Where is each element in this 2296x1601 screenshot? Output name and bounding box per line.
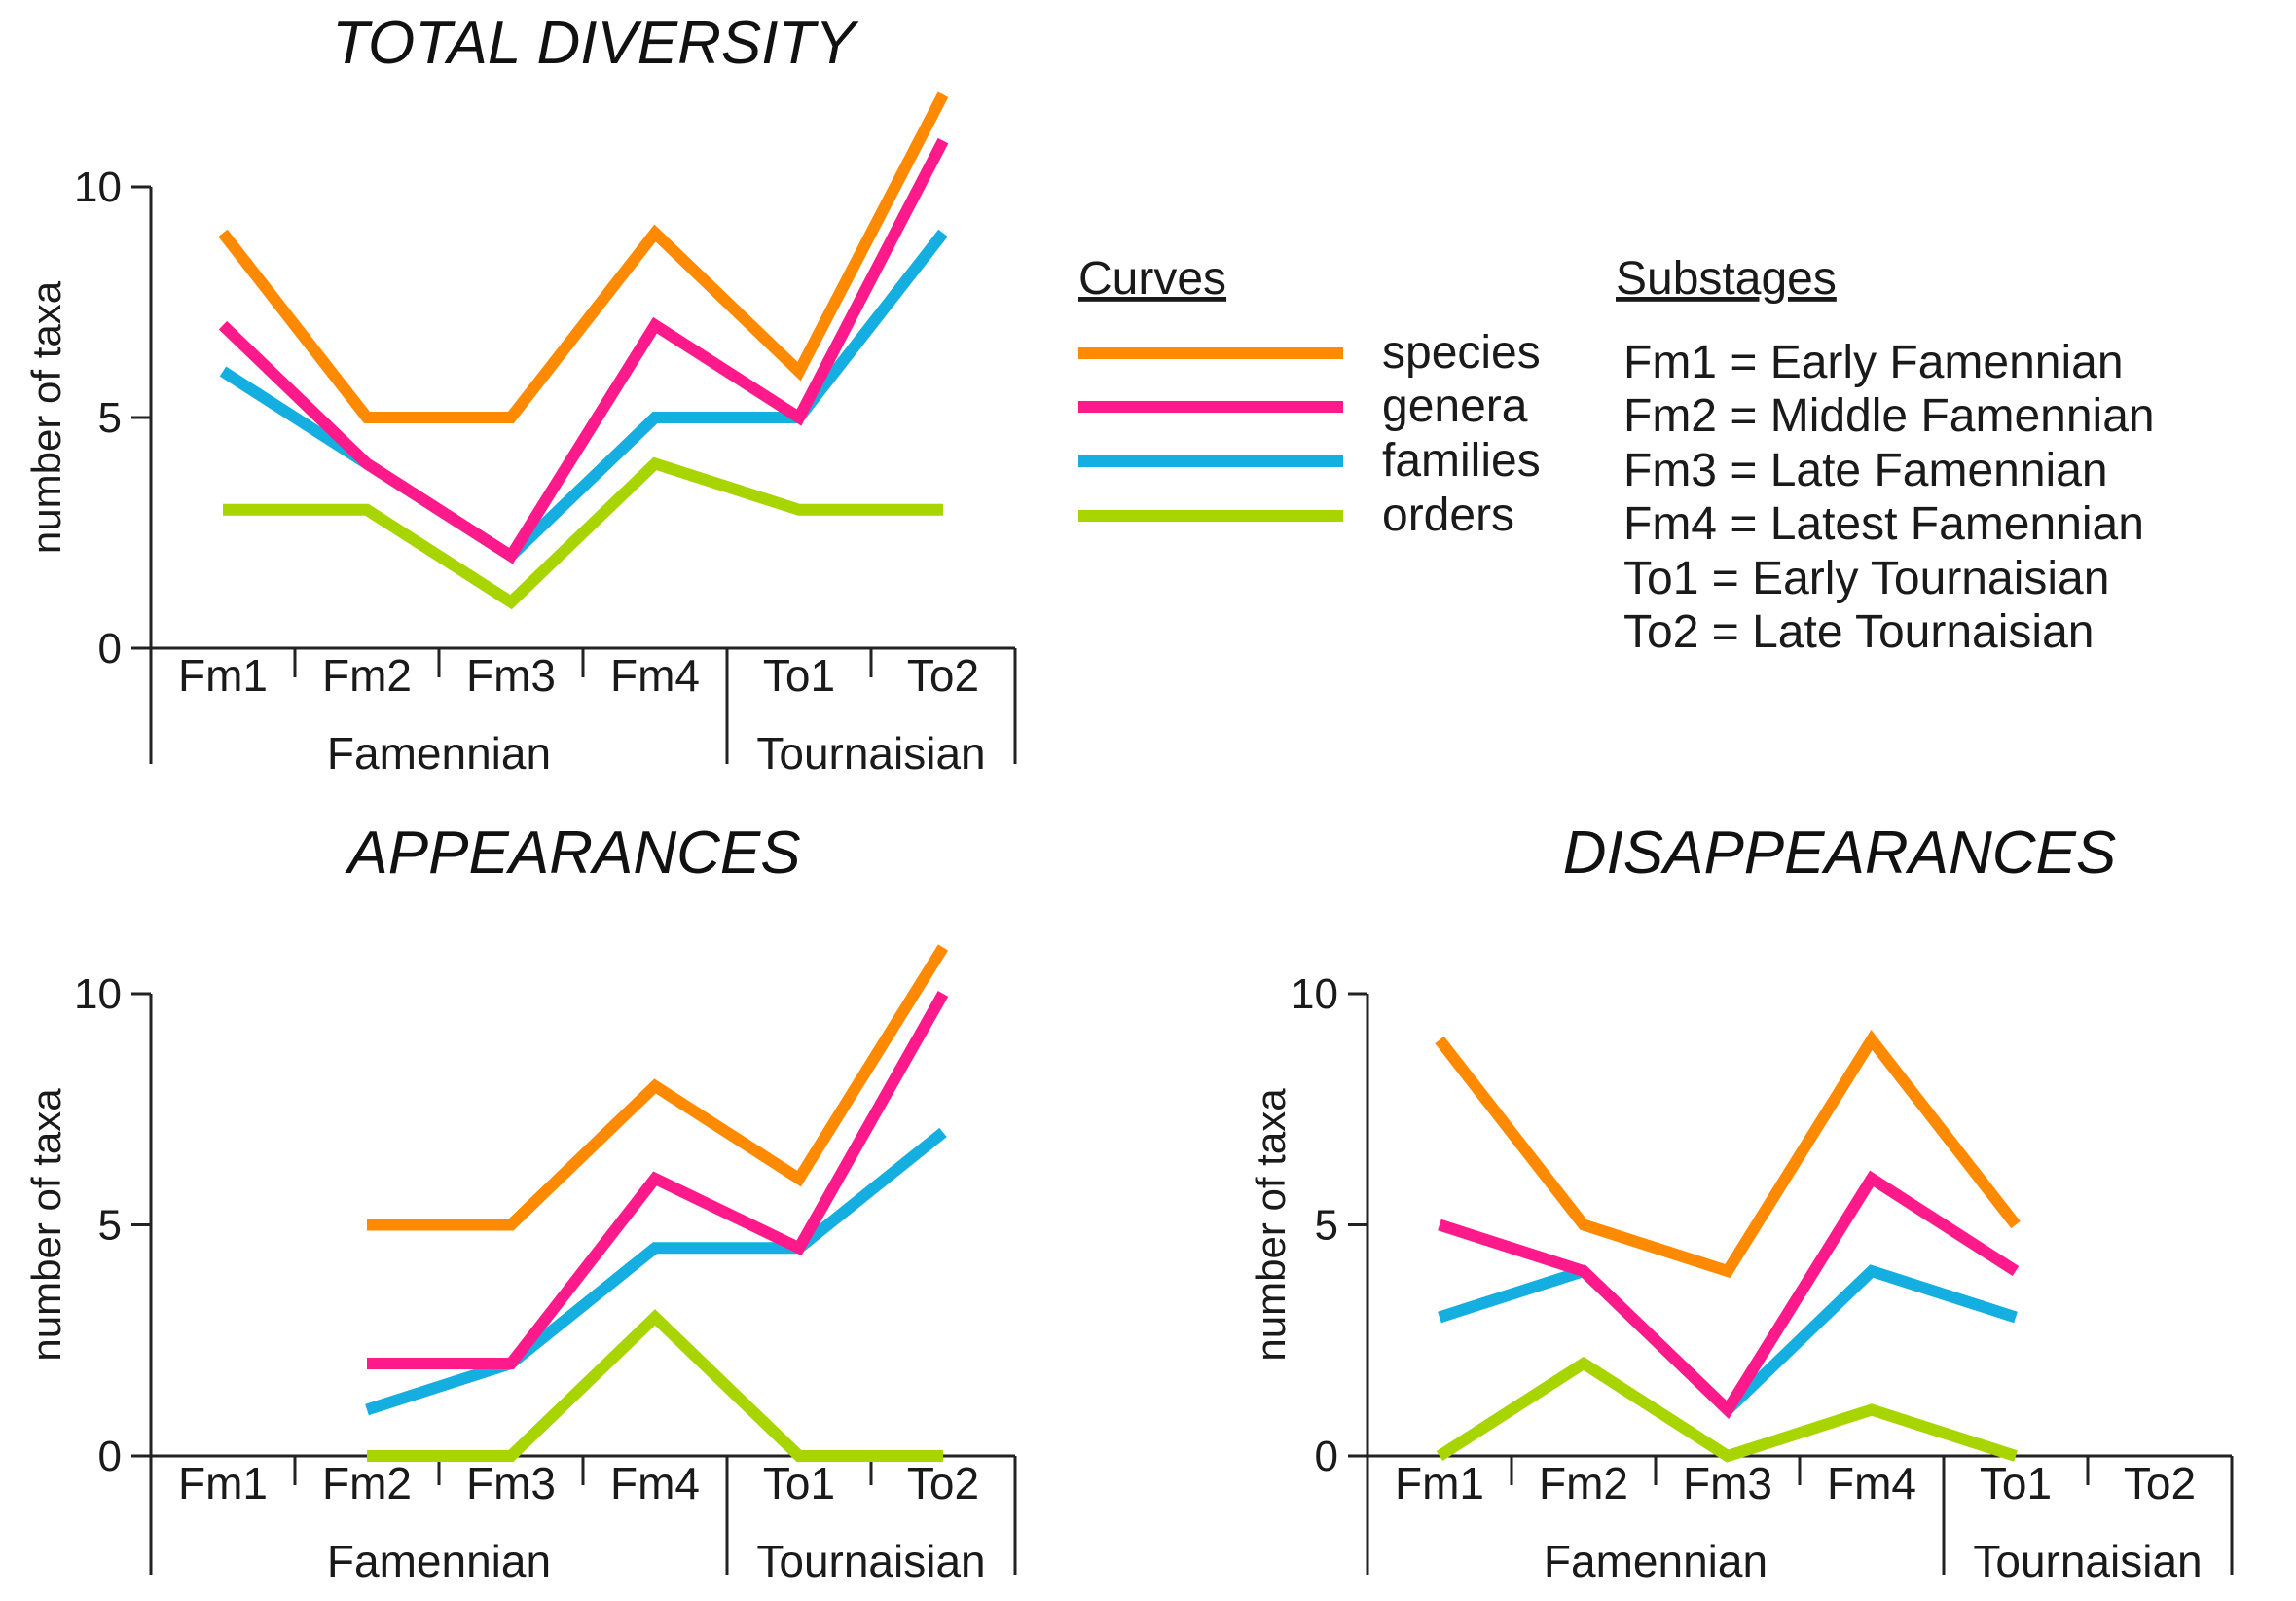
category-label-fm4: Fm4 [610, 650, 700, 701]
category-label-to2: To2 [907, 1458, 979, 1509]
category-label-fm1: Fm1 [178, 650, 268, 701]
series-line-orders [223, 456, 943, 610]
category-label-fm2: Fm2 [322, 1458, 412, 1509]
y-tick-label: 10 [74, 164, 122, 211]
series-line-genera [218, 137, 949, 564]
category-label-fm1: Fm1 [178, 1458, 268, 1509]
series-line-families [365, 1127, 947, 1416]
y-tick-label: 0 [98, 625, 122, 673]
y-tick-label: 5 [1315, 1202, 1338, 1250]
chart-title: DISAPPEARANCES [1563, 819, 2117, 887]
category-label-fm3: Fm3 [466, 650, 556, 701]
category-label-to2: To2 [907, 650, 979, 701]
y-axis-label: number of taxa [1248, 1088, 1294, 1362]
stage-label-tournaisian: Tournaisian [756, 728, 985, 779]
y-tick-label: 0 [1315, 1433, 1338, 1480]
stage-label-tournaisian: Tournaisian [1973, 1536, 2202, 1586]
y-tick-label: 10 [74, 970, 122, 1018]
series-line-orders [367, 1309, 943, 1462]
category-label-fm4: Fm4 [610, 1458, 700, 1509]
stage-label-famennian: Famennian [327, 728, 551, 779]
category-label-to1: To1 [1980, 1458, 2052, 1509]
y-tick-label: 5 [98, 1202, 122, 1250]
total-diversity-chart: TOTAL DIVERSITY number of taxa 0 5 10 Fm1 Fm2 F… [23, 10, 1017, 779]
category-label-fm3: Fm3 [466, 1458, 556, 1509]
category-label-fm1: Fm1 [1395, 1458, 1484, 1509]
stage-label-famennian: Famennian [1544, 1536, 1768, 1586]
chart-title: TOTAL DIVERSITY [332, 10, 859, 77]
stage-label-tournaisian: Tournaisian [756, 1536, 985, 1586]
substage-fm3: Fm3 = Late Famennian [1623, 445, 2108, 496]
substage-to1: To1 = Early Tournaisian [1623, 553, 2109, 604]
chart-title: APPEARANCES [344, 819, 800, 887]
category-label-fm2: Fm2 [322, 650, 412, 701]
legend-label-families: families [1382, 435, 1541, 487]
y-tick-label: 10 [1291, 970, 1338, 1018]
category-label-fm4: Fm4 [1827, 1458, 1916, 1509]
legend-label-species: species [1382, 327, 1541, 379]
stage-label-famennian: Famennian [327, 1536, 551, 1586]
category-label-fm2: Fm2 [1539, 1458, 1628, 1509]
series-line-species [218, 91, 949, 423]
y-axis-label: number of taxa [23, 280, 69, 554]
series-line-species [367, 944, 949, 1231]
series-line-species [1435, 1030, 2021, 1279]
legend-label-orders: orders [1382, 490, 1514, 541]
series-line-genera [367, 991, 949, 1369]
substage-fm4: Fm4 = Latest Famennian [1623, 498, 2144, 550]
curves-heading: Curves [1078, 253, 1226, 305]
y-tick-label: 0 [98, 1433, 122, 1480]
disappearances-chart: DISAPPEARANCES number of taxa 0 5 10 Fm1 Fm2 Fm… [1248, 819, 2234, 1586]
y-tick-label: 5 [98, 394, 122, 442]
legend-label-genera: genera [1382, 381, 1528, 432]
category-label-to1: To1 [763, 650, 835, 701]
substage-fm2: Fm2 = Middle Famennian [1623, 390, 2155, 442]
category-label-fm3: Fm3 [1683, 1458, 1772, 1509]
series-line-families [1438, 1264, 2018, 1418]
appearances-chart: APPEARANCES number of taxa 0 5 10 Fm1 Fm2 Fm3 Fm… [23, 819, 1017, 1586]
series-line-genera [1438, 1170, 2020, 1419]
series-line-orders [1436, 1356, 2018, 1463]
substage-fm1: Fm1 = Early Famennian [1623, 337, 2124, 388]
category-label-to2: To2 [2124, 1458, 2196, 1509]
category-label-to1: To1 [763, 1458, 835, 1509]
y-axis-label: number of taxa [23, 1088, 69, 1362]
substages-heading: Substages [1616, 253, 1837, 305]
legend: Curves species genera families orders Su… [1078, 253, 2155, 658]
substage-to2: To2 = Late Tournaisian [1623, 606, 2094, 658]
